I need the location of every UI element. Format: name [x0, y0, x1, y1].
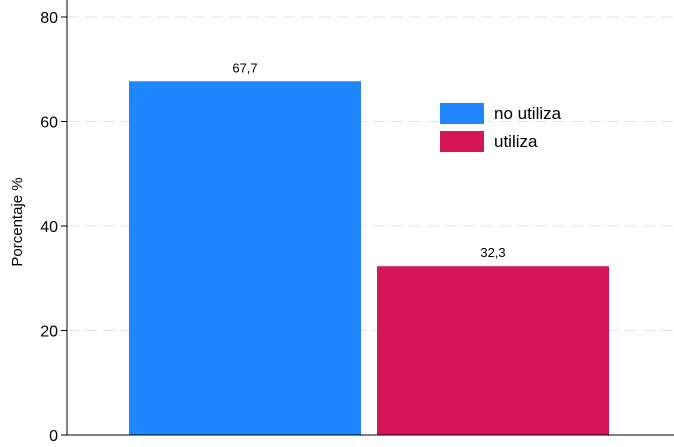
bar-no-utiliza — [129, 81, 361, 435]
legend-swatch — [440, 131, 484, 152]
y-tick-label: 60 — [40, 115, 58, 132]
y-tick-label: 40 — [40, 219, 58, 236]
legend-label: no utiliza — [494, 104, 562, 123]
legend-swatch — [440, 103, 484, 124]
y-tick-label: 0 — [49, 428, 58, 445]
bars — [129, 81, 609, 435]
data-label: 67,7 — [232, 60, 257, 75]
y-axis: 0 20 40 60 80 — [40, 0, 674, 445]
y-tick-label: 80 — [40, 10, 58, 27]
legend-label: utiliza — [494, 132, 538, 151]
data-label: 32,3 — [480, 245, 505, 260]
data-labels: 67,7 32,3 — [232, 60, 505, 260]
y-axis-title: Porcentaje % — [9, 177, 26, 266]
y-tick-label: 20 — [40, 324, 58, 341]
legend: no utiliza utiliza — [440, 103, 562, 152]
bar-utiliza — [377, 266, 609, 435]
